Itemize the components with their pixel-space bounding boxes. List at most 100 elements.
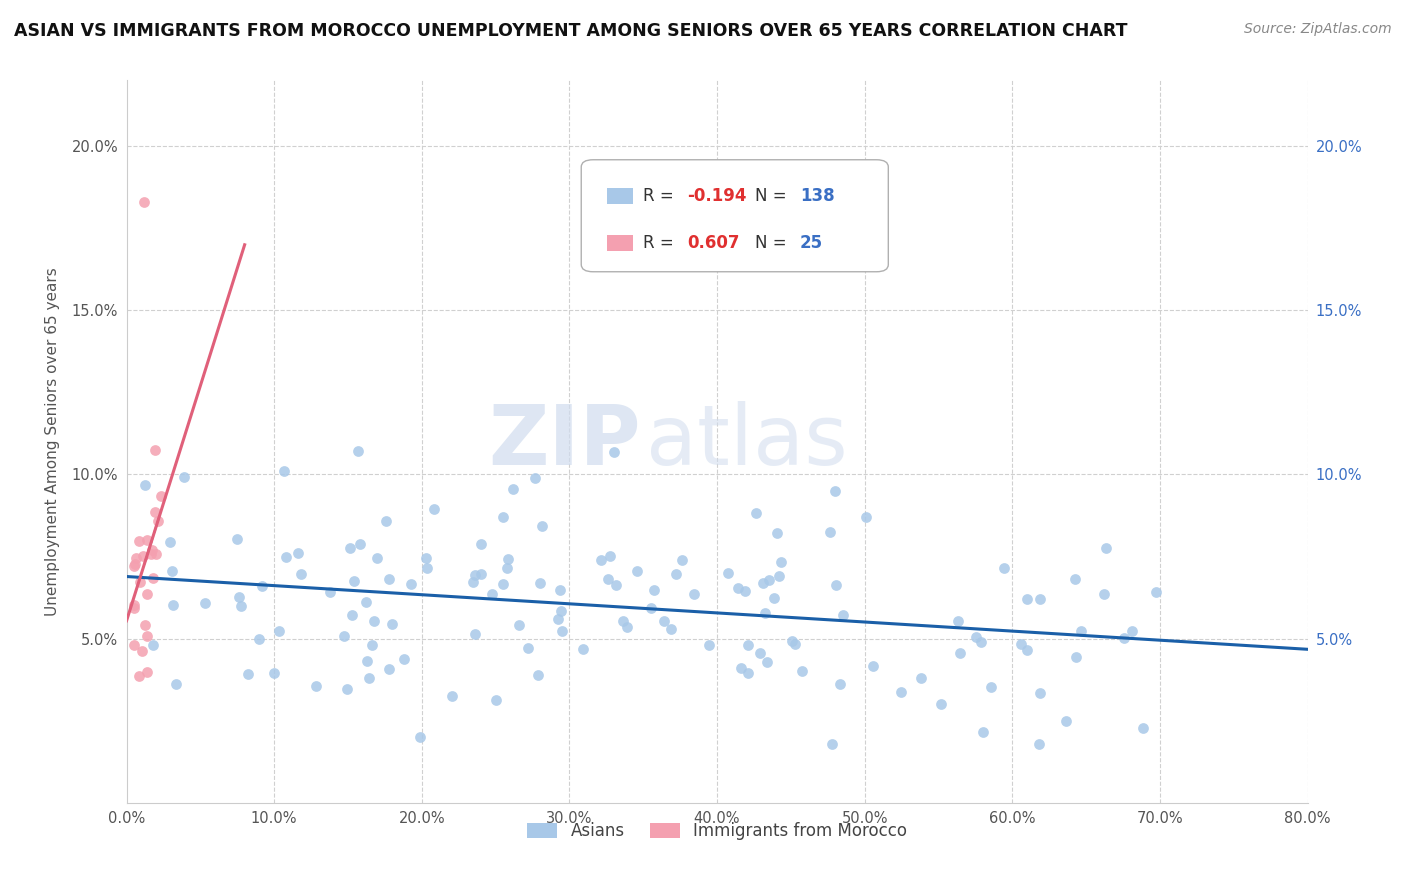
Text: 25: 25 <box>800 234 823 252</box>
Point <box>821 737 844 751</box>
Point <box>1064 573 1087 587</box>
Point <box>946 614 969 628</box>
Point <box>547 612 569 626</box>
Point <box>496 560 519 574</box>
Point <box>461 574 484 589</box>
Point <box>422 502 444 516</box>
Point <box>1015 642 1038 657</box>
Point <box>548 583 571 598</box>
Text: atlas: atlas <box>647 401 848 482</box>
Point <box>612 614 634 628</box>
Point <box>598 572 620 586</box>
Point <box>1010 637 1032 651</box>
Text: ASIAN VS IMMIGRANTS FROM MOROCCO UNEMPLOYMENT AMONG SENIORS OVER 65 YEARS CORREL: ASIAN VS IMMIGRANTS FROM MOROCCO UNEMPLO… <box>14 22 1128 40</box>
Point <box>1121 624 1143 639</box>
Point <box>783 637 806 651</box>
Point <box>124 638 146 652</box>
Point <box>1095 541 1118 555</box>
Legend: Asians, Immigrants from Morocco: Asians, Immigrants from Morocco <box>520 815 914 847</box>
Point <box>737 666 759 681</box>
Point <box>755 655 778 669</box>
Point <box>929 697 952 711</box>
Point <box>143 443 166 458</box>
Text: Source: ZipAtlas.com: Source: ZipAtlas.com <box>1244 22 1392 37</box>
Point <box>572 641 595 656</box>
Point <box>643 582 665 597</box>
Point <box>717 566 740 580</box>
Point <box>972 724 994 739</box>
Point <box>363 614 385 628</box>
Point <box>492 576 515 591</box>
Point <box>749 647 772 661</box>
Point <box>273 464 295 478</box>
Point <box>665 566 688 581</box>
Point <box>1144 585 1167 599</box>
Point <box>247 632 270 647</box>
Point <box>1029 591 1052 606</box>
Point <box>228 590 250 604</box>
Point <box>470 537 492 551</box>
Point <box>640 601 662 615</box>
Point <box>758 573 780 587</box>
Point <box>603 444 626 458</box>
Point <box>165 677 187 691</box>
Point <box>652 614 675 628</box>
Point <box>529 576 551 591</box>
Point <box>824 483 846 498</box>
Point <box>366 551 388 566</box>
Point <box>768 569 790 583</box>
Point <box>752 576 775 591</box>
Point <box>136 587 159 601</box>
Point <box>855 510 877 524</box>
Point <box>508 617 530 632</box>
Point <box>727 582 749 596</box>
Point <box>135 665 157 679</box>
Point <box>141 542 163 557</box>
Point <box>128 534 150 549</box>
Point <box>274 550 297 565</box>
Point <box>250 579 273 593</box>
Point <box>671 553 693 567</box>
Point <box>349 537 371 551</box>
Point <box>149 489 172 503</box>
Point <box>287 546 309 560</box>
Point <box>1112 631 1135 645</box>
Point <box>1017 592 1039 607</box>
Point <box>356 595 378 609</box>
Point <box>381 617 404 632</box>
Point <box>1054 714 1077 729</box>
Point <box>359 671 381 685</box>
Point <box>263 665 285 680</box>
Point <box>408 730 430 744</box>
Point <box>523 471 546 485</box>
Point <box>949 646 972 660</box>
Point <box>1028 686 1050 700</box>
FancyBboxPatch shape <box>581 160 889 272</box>
Point <box>124 551 146 566</box>
Point <box>375 515 398 529</box>
Point <box>970 635 993 649</box>
Point <box>626 564 648 578</box>
Point <box>124 557 146 571</box>
Point <box>832 608 855 623</box>
Point <box>399 577 422 591</box>
Point <box>122 599 145 613</box>
Point <box>1092 587 1115 601</box>
Y-axis label: Unemployment Among Seniors over 65 years: Unemployment Among Seniors over 65 years <box>45 268 60 615</box>
Text: ZIP: ZIP <box>488 401 640 482</box>
Point <box>143 505 166 519</box>
Point <box>531 518 554 533</box>
Point <box>145 547 167 561</box>
Point <box>131 549 153 564</box>
Point <box>965 630 987 644</box>
Text: -0.194: -0.194 <box>688 187 747 205</box>
Point <box>1064 650 1087 665</box>
Point <box>527 668 550 682</box>
Point <box>769 555 792 569</box>
Point <box>441 689 464 703</box>
Point <box>236 666 259 681</box>
Point <box>128 669 150 683</box>
Point <box>464 568 486 582</box>
Point <box>481 587 503 601</box>
Text: 138: 138 <box>800 187 834 205</box>
